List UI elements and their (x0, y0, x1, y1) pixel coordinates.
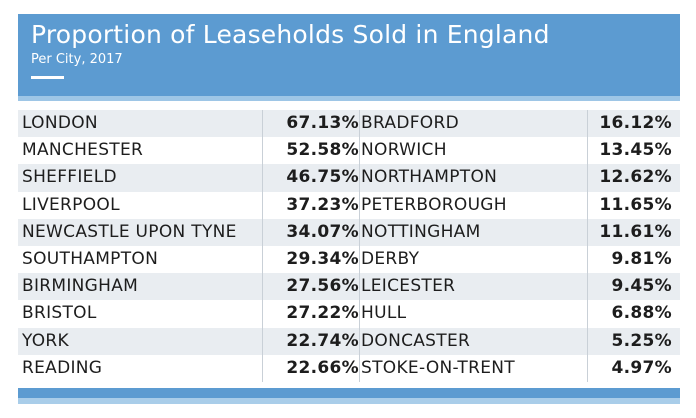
table-row: MANCHESTER 52.58% NORWICH 13.45% (18, 137, 680, 164)
city-name: DERBY (361, 248, 420, 269)
leasehold-percentage: 16.12% (599, 113, 672, 133)
leasehold-percentage: 46.75% (286, 167, 359, 188)
table-row: LIVERPOOL 37.23% PETERBOROUGH 11.65% (18, 192, 680, 219)
city-name: BRADFORD (361, 113, 459, 133)
city-name: LONDON (22, 113, 98, 133)
footer-stripe (18, 388, 680, 398)
column-divider (359, 110, 360, 382)
leasehold-percentage: 27.22% (286, 303, 359, 324)
leasehold-percentage: 11.61% (599, 221, 672, 242)
table-row: SHEFFIELD 46.75% NORTHAMPTON 12.62% (18, 164, 680, 192)
city-name: NORTHAMPTON (361, 167, 498, 188)
table-row: SOUTHAMPTON 29.34% DERBY 9.81% (18, 246, 680, 273)
leasehold-percentage: 4.97% (611, 357, 672, 378)
city-name: YORK (22, 330, 69, 351)
title-underline (31, 76, 64, 79)
city-name: SHEFFIELD (22, 167, 117, 188)
leasehold-percentage: 11.65% (599, 194, 672, 215)
leasehold-percentage: 27.56% (286, 276, 359, 297)
leasehold-percentage: 9.45% (611, 276, 672, 297)
header-stripe (18, 96, 680, 101)
leasehold-percentage: 12.62% (599, 167, 672, 188)
city-name: DONCASTER (361, 330, 471, 351)
city-name: NOTTINGHAM (361, 221, 481, 242)
leasehold-percentage: 67.13% (286, 113, 359, 133)
city-name: NORWICH (361, 140, 447, 161)
table-row: LONDON 67.13% BRADFORD 16.12% (18, 110, 680, 138)
table-row: YORK 22.74% DONCASTER 5.25% (18, 327, 680, 355)
leasehold-percentage: 22.66% (286, 357, 359, 378)
city-name: NEWCASTLE UPON TYNE (22, 221, 237, 242)
chart-card: Proportion of Leaseholds Sold in England… (18, 14, 680, 406)
leasehold-percentage: 52.58% (286, 140, 359, 161)
leasehold-percentage: 29.34% (286, 248, 359, 269)
column-divider (587, 110, 588, 382)
leasehold-percentage: 22.74% (286, 330, 359, 351)
leasehold-percentage: 34.07% (286, 221, 359, 242)
city-name: BIRMINGHAM (22, 276, 139, 297)
city-name: LIVERPOOL (22, 194, 120, 215)
city-name: MANCHESTER (22, 140, 144, 161)
leasehold-percentage: 5.25% (611, 330, 672, 351)
footer-stripe-light (18, 398, 680, 404)
column-divider (262, 110, 263, 382)
leasehold-table: LONDON 67.13% BRADFORD 16.12% MANCHESTER 52.5… (18, 110, 680, 382)
chart-header: Proportion of Leaseholds Sold in England… (18, 14, 680, 96)
leasehold-percentage: 13.45% (599, 140, 672, 161)
leasehold-percentage: 37.23% (286, 194, 359, 215)
chart-title: Proportion of Leaseholds Sold in England (31, 20, 550, 49)
city-name: STOKE-ON-TRENT (361, 357, 515, 378)
chart-subtitle: Per City, 2017 (31, 52, 123, 67)
city-name: LEICESTER (361, 276, 456, 297)
table-row: BIRMINGHAM 27.56% LEICESTER 9.45% (18, 273, 680, 301)
city-name: SOUTHAMPTON (22, 248, 159, 269)
city-name: READING (22, 357, 103, 378)
table-row: READING 22.66% STOKE-ON-TRENT 4.97% (18, 355, 680, 382)
city-name: PETERBOROUGH (361, 194, 507, 215)
table-row: BRISTOL 27.22% HULL 6.88% (18, 300, 680, 327)
city-name: HULL (361, 303, 407, 324)
leasehold-percentage: 6.88% (611, 303, 672, 324)
city-name: BRISTOL (22, 303, 97, 324)
table-row: NEWCASTLE UPON TYNE 34.07% NOTTINGHAM 11.61… (18, 218, 680, 246)
leasehold-percentage: 9.81% (611, 248, 672, 269)
